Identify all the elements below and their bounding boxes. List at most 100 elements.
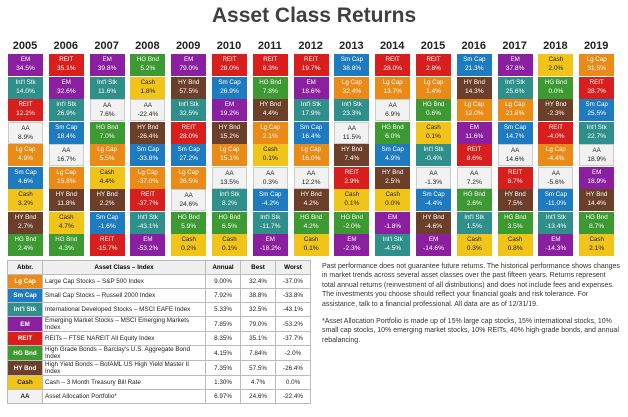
return-cell-asset-label: HG Bnd [259,78,282,86]
return-cell-asset-label: HG Bnd [218,213,241,221]
return-cell-asset-label: EM [224,101,235,108]
return-cell-value-label: 31.5% [587,65,607,72]
return-cell-2014-rank-9: Int'l Stk -4.5% [375,234,411,256]
return-cell-asset-label: REIT [18,101,33,108]
return-cell-value-label: 0.1% [344,200,360,207]
return-cell-value-label: -18.2% [259,245,281,252]
return-cell-value-label: 1.5% [466,222,482,230]
return-cell-asset-label: REIT [304,56,319,63]
legend-name: High Grade Bonds – Barclay's U.S. Aggreg… [42,345,206,361]
return-cell-asset-label: HY Bnd [96,191,118,198]
return-cell-value-label: -2.0% [343,222,361,230]
return-cell-asset-label: Cash [59,213,74,221]
legend-table: Abbr. Asset Class – Index Annual Best Wo… [7,260,311,404]
return-cell-value-label: 2.4% [17,245,34,252]
return-cell-value-label: 15.8% [56,177,76,185]
return-cell-2007-rank-6: Cash 4.4% [89,166,125,189]
return-cell-2013-rank-3: Int'l Stk 23.3% [334,99,370,121]
return-cell-value-label: 2.0% [548,65,564,72]
return-cell-asset-label: HG Bnd [504,213,527,221]
return-cell-2006-rank-6: Lg Cap 15.8% [48,166,84,189]
return-cell-asset-label: Lg Cap [505,101,526,108]
return-cell-2012-rank-3: Int'l Stk 17.9% [293,99,329,121]
return-cell-2010-rank-6: AA 13.5% [212,166,247,189]
return-cell-value-label: 28.0% [383,65,403,72]
year-header-2015: 2015 [420,40,446,52]
year-header-2016: 2016 [461,40,487,52]
return-cell-value-label: 2.2% [99,200,115,207]
return-cell-value-label: -0.4% [424,155,443,162]
return-cell-2010-rank-2: Sm Cap 26.9% [212,76,247,99]
legend-header-worst: Worst [275,260,311,275]
legend-abbr: Lg Cap [7,274,43,289]
return-cell-value-label: 57.5% [179,87,199,95]
return-cell-2007-rank-4: HG Bnd 7.0% [89,121,125,144]
return-cell-value-label: -2.3% [547,110,565,117]
return-cell-value-label: 7.2% [466,178,482,186]
return-cell-value-label: 2.1% [262,132,278,140]
return-cell-2019-rank-2: REIT 28.7% [579,76,615,99]
return-cell-2014-rank-7: Cash 0.0% [375,189,411,211]
return-cell-value-label: 4.9% [17,155,34,162]
return-cell-value-label: -22.4% [137,111,159,118]
return-cell-asset-label: Int'l Stk [97,78,118,86]
return-cell-asset-label: Cash [18,191,33,198]
return-cell-value-label: 0.1% [303,245,319,252]
return-cell-asset-label: Int'l Stk [586,123,607,131]
legend-annual: 7.92% [205,288,241,303]
return-cell-2005-rank-6: Sm Cap 4.6% [8,166,43,189]
return-cell-value-label: 19.7% [301,65,321,72]
year-header-2018: 2018 [543,40,568,52]
return-cell-asset-label: EM [143,236,153,243]
return-cell-value-label: 4.9% [385,155,401,162]
return-cell-2010-rank-1: REIT 28.0% [212,54,247,76]
return-cell-2010-rank-8: HG Bnd 6.5% [212,211,247,234]
return-cell-asset-label: EM [551,236,561,243]
return-cell-value-label: 0.6% [425,110,442,117]
return-cell-2008-rank-6: Lg Cap -37.0% [130,166,166,189]
return-cell-asset-label: Cash [222,236,237,243]
return-cell-value-label: 0.8% [507,245,523,252]
return-cell-2005-rank-5: Lg Cap 4.9% [8,144,43,166]
return-cell-value-label: 27.2% [179,155,199,162]
return-cell-value-label: -4.4% [547,155,565,162]
return-cell-asset-label: Cash [140,78,156,86]
legend-best: 7.84% [240,345,276,361]
return-cell-value-label: 4.4% [99,177,115,185]
return-cell-value-label: 26.5% [179,177,199,185]
return-cell-asset-label: HY Bnd [382,168,404,176]
return-cell-2015-rank-5: Int'l Stk -0.4% [416,144,451,166]
legend-name: Emerging Market Stocks – MSCI Emerging M… [42,316,206,332]
legend-abbr: Cash [7,375,43,390]
return-cell-asset-label: Sm Cap [381,146,404,153]
legend-best: 38.8% [240,288,276,303]
return-cell-2015-rank-6: AA -1.3% [416,166,451,189]
return-cell-asset-label: Cash [589,236,604,243]
return-cell-value-label: 4.4% [262,110,278,117]
year-header-2013: 2013 [339,40,364,52]
return-cell-2012-rank-8: HG Bnd 4.2% [293,211,329,234]
return-cell-2018-rank-2: HG Bnd 0.0% [538,76,574,99]
return-cell-asset-label: Lg Cap [56,168,77,176]
return-cell-2015-rank-1: REIT 2.8% [416,54,451,76]
return-cell-asset-label: EM [592,168,602,176]
return-cell-value-label: -4.6% [424,222,443,230]
return-cell-asset-label: AA [510,147,520,154]
return-cell-value-label: -4.2% [261,200,279,207]
return-cell-asset-label: AA [347,124,357,132]
return-cell-2016-rank-3: Lg Cap 12.0% [456,99,492,121]
return-cell-asset-label: EM [265,236,275,243]
return-cell-2008-rank-3: AA -22.4% [130,99,166,121]
return-cell-value-label: -53.2% [137,245,159,252]
return-cell-asset-label: Sm Cap [259,191,282,198]
legend-abbr: AA [7,389,43,404]
return-cell-2005-rank-2: Int'l Stk 14.0% [8,76,43,99]
legend-worst: -2.0% [275,345,311,361]
return-cell-value-label: 18.9% [587,156,607,163]
return-cell-2016-rank-6: AA 7.2% [456,166,492,189]
return-cell-2007-rank-2: Int'l Stk 11.6% [89,76,125,99]
return-cell-asset-label: Lg Cap [382,78,403,86]
legend-best: 32.5% [240,302,276,317]
return-cell-asset-label: Lg Cap [15,146,36,153]
return-cell-value-label: 19.2% [220,110,239,117]
